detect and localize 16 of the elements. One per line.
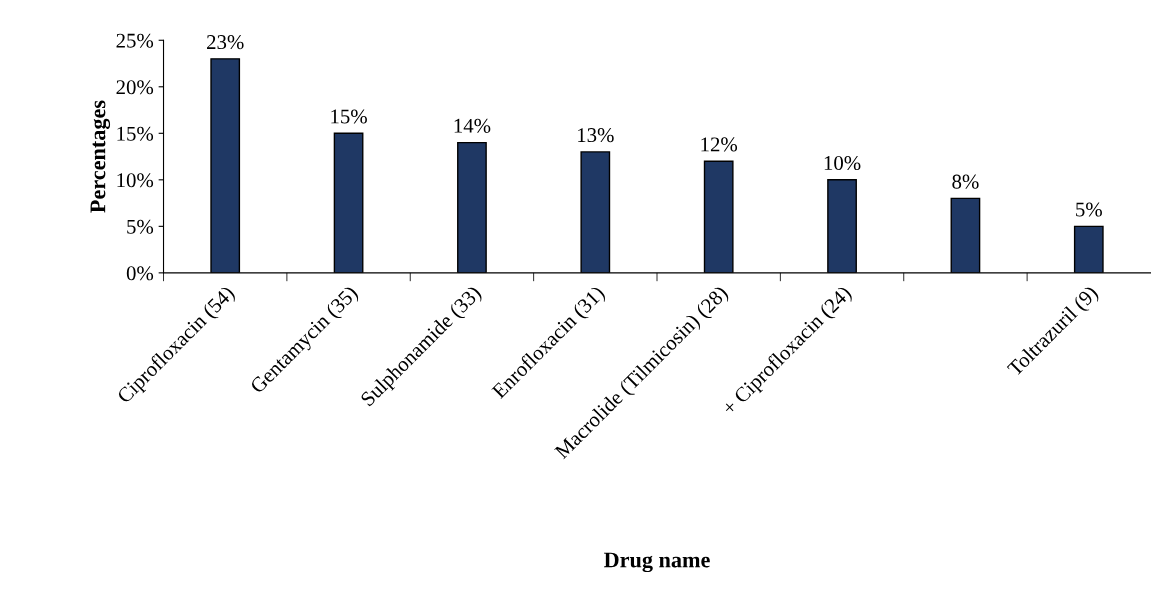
data-label: 12% (701, 137, 738, 152)
y-tick-label: 5% (127, 219, 154, 234)
data-label: 8% (952, 174, 979, 189)
data-label: 15% (331, 109, 367, 124)
y-tick-label: 10% (117, 173, 154, 188)
y-tick-label: 20% (116, 80, 154, 95)
data-label: 23% (207, 35, 244, 50)
data-label: 14% (454, 118, 491, 133)
data-label: 5% (1076, 202, 1102, 217)
data-label: 10% (824, 155, 861, 171)
y-tick-label: 0% (126, 266, 154, 281)
data-label: 13% (578, 128, 614, 143)
y-tick-label: 25% (116, 33, 154, 48)
y-tick-label: 15% (117, 126, 154, 141)
y-axis-title: Percentages (90, 100, 111, 213)
x-axis-title: Drug name (604, 552, 710, 573)
